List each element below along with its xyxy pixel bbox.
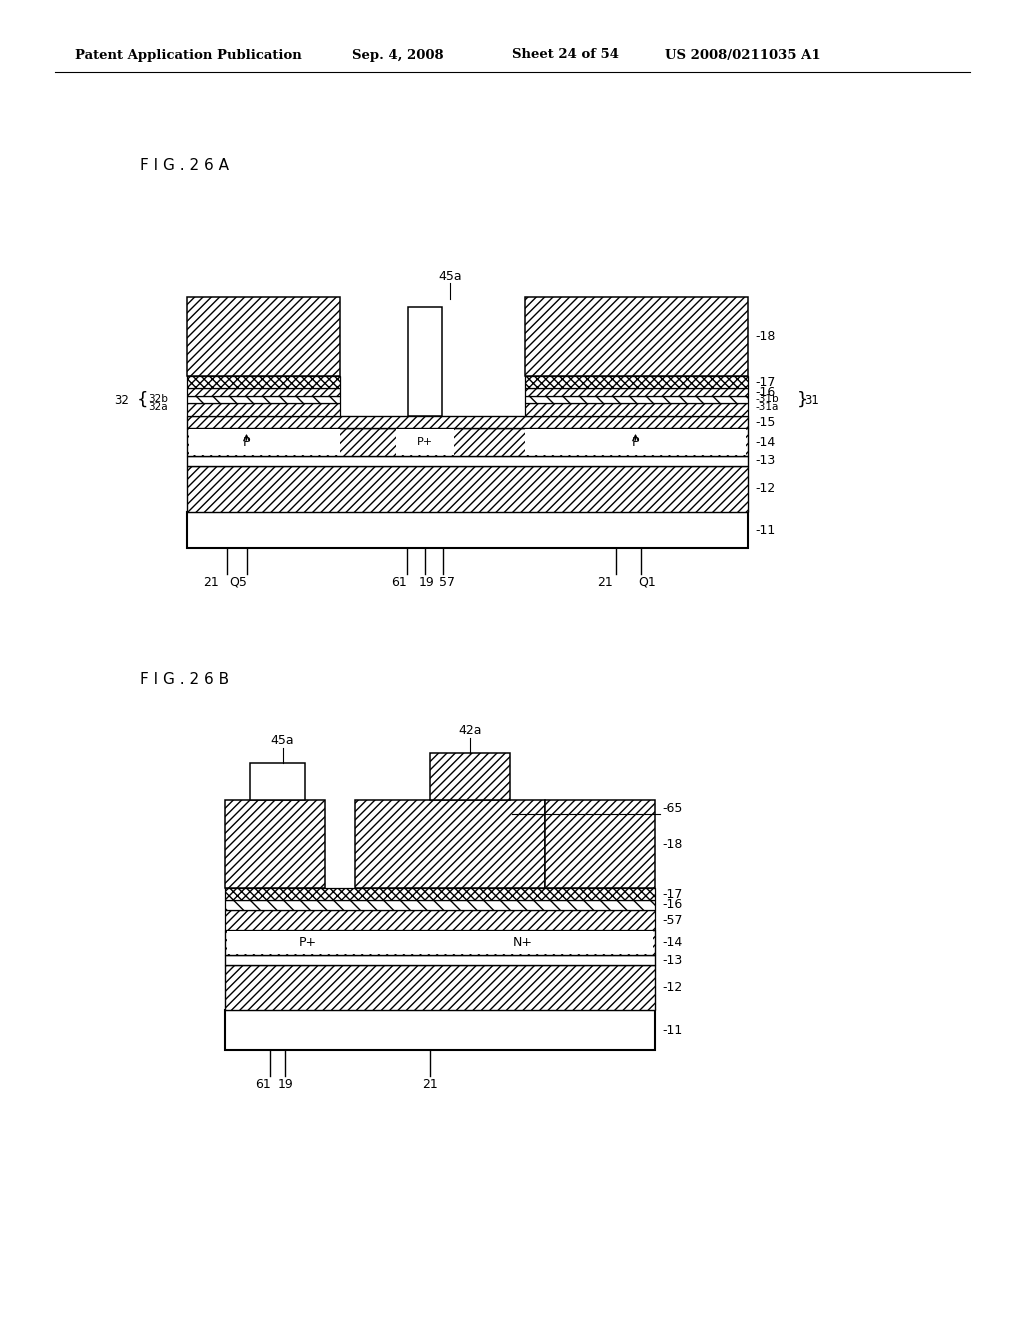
Text: -12: -12 — [755, 483, 775, 495]
Text: -65: -65 — [662, 801, 682, 814]
Bar — [525, 403, 748, 416]
Bar — [225, 888, 655, 900]
Text: Patent Application Publication: Patent Application Publication — [75, 49, 302, 62]
Bar — [396, 429, 454, 455]
Text: -17: -17 — [662, 887, 682, 900]
Bar — [545, 800, 655, 888]
Text: 42a: 42a — [459, 725, 481, 738]
Bar — [225, 800, 325, 888]
Text: -16: -16 — [755, 385, 775, 399]
Bar — [525, 429, 746, 455]
Text: 21: 21 — [422, 1077, 438, 1090]
Bar — [225, 954, 655, 965]
Text: -16: -16 — [662, 899, 682, 912]
Text: N+: N+ — [512, 936, 532, 949]
Text: -57: -57 — [662, 913, 683, 927]
Text: Sep. 4, 2008: Sep. 4, 2008 — [352, 49, 443, 62]
Text: P: P — [632, 436, 639, 449]
Text: 45a: 45a — [270, 734, 294, 747]
Text: 32: 32 — [115, 393, 129, 407]
Text: 32b: 32b — [148, 393, 168, 404]
Text: P: P — [243, 436, 250, 449]
Text: P+: P+ — [298, 936, 316, 949]
Text: Q5: Q5 — [229, 576, 248, 589]
Bar — [187, 403, 340, 416]
Text: -12: -12 — [662, 981, 682, 994]
Text: 61: 61 — [391, 576, 407, 589]
Text: 19: 19 — [279, 1077, 294, 1090]
Text: -18: -18 — [755, 330, 775, 343]
Bar — [430, 752, 510, 800]
Text: 45a: 45a — [438, 271, 462, 284]
Bar — [390, 931, 653, 954]
Text: -17: -17 — [755, 375, 775, 388]
Text: F I G . 2 6 B: F I G . 2 6 B — [140, 672, 229, 688]
Text: 31: 31 — [804, 393, 819, 407]
Text: -31a: -31a — [755, 403, 778, 412]
Bar — [408, 308, 442, 416]
Bar — [225, 909, 655, 931]
Text: 19: 19 — [419, 576, 435, 589]
Bar — [187, 416, 748, 428]
Bar — [525, 376, 748, 388]
Bar — [187, 455, 748, 466]
Bar — [187, 428, 748, 455]
Text: -15: -15 — [755, 416, 775, 429]
Bar — [525, 297, 748, 376]
Bar — [225, 900, 655, 909]
Text: 57: 57 — [439, 576, 455, 589]
Bar — [187, 396, 340, 403]
Text: P+: P+ — [417, 437, 433, 447]
Text: -14: -14 — [662, 936, 682, 949]
Bar — [187, 297, 340, 376]
Text: {: { — [137, 391, 148, 409]
Text: -13: -13 — [662, 953, 682, 966]
Bar — [355, 800, 545, 888]
Text: -14: -14 — [755, 436, 775, 449]
Bar — [525, 388, 748, 396]
Bar — [187, 388, 340, 396]
Bar — [187, 376, 340, 388]
Bar — [187, 512, 748, 548]
Text: -18: -18 — [662, 837, 682, 850]
Bar — [250, 763, 305, 800]
Text: US 2008/0211035 A1: US 2008/0211035 A1 — [665, 49, 820, 62]
Text: 21: 21 — [598, 576, 613, 589]
Text: Q1: Q1 — [639, 576, 656, 589]
Text: F I G . 2 6 A: F I G . 2 6 A — [140, 157, 229, 173]
Text: -31b: -31b — [755, 393, 778, 404]
Text: 32a: 32a — [148, 403, 168, 412]
Bar — [225, 965, 655, 1010]
Text: 61: 61 — [255, 1077, 271, 1090]
Bar — [227, 931, 390, 954]
Text: 21: 21 — [204, 576, 219, 589]
Text: -11: -11 — [662, 1023, 682, 1036]
Bar — [525, 396, 748, 403]
Text: Sheet 24 of 54: Sheet 24 of 54 — [512, 49, 618, 62]
Text: }: } — [797, 391, 808, 409]
Bar — [187, 466, 748, 512]
Text: -13: -13 — [755, 454, 775, 467]
Text: -11: -11 — [755, 524, 775, 536]
Bar — [189, 429, 340, 455]
Bar — [225, 931, 655, 954]
Bar — [225, 1010, 655, 1049]
